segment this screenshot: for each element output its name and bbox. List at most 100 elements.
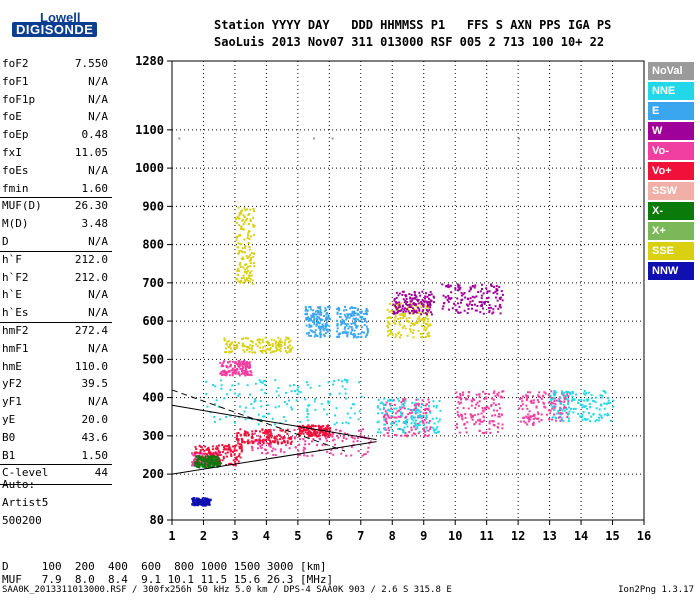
echo-point: [335, 428, 338, 431]
echo-point: [423, 430, 426, 433]
echo-point: [435, 431, 438, 434]
echo-point: [475, 403, 478, 406]
echo-point: [412, 329, 415, 332]
parameter-row: yF1 N/A: [2, 395, 108, 413]
echo-point: [194, 499, 197, 502]
echo-point: [386, 412, 389, 415]
parameter-value: 7.550: [74, 57, 108, 70]
echo-point: [414, 423, 417, 426]
echo-point: [261, 351, 264, 354]
echo-point: [337, 336, 340, 339]
echo-point: [487, 300, 490, 303]
echo-point: [234, 464, 237, 467]
echo-point: [493, 390, 496, 393]
echo-point: [565, 408, 568, 411]
echo-point: [551, 405, 554, 408]
echo-point: [220, 371, 223, 374]
echo-point: [387, 426, 390, 429]
echo-point: [261, 452, 264, 455]
echo-point: [490, 397, 493, 400]
echo-point: [415, 309, 418, 312]
echo-point: [218, 462, 221, 465]
echo-point: [243, 221, 246, 224]
echo-point: [468, 303, 471, 306]
echo-point: [527, 413, 530, 416]
echo-point: [553, 399, 556, 402]
echo-point: [494, 394, 497, 397]
echo-point: [480, 294, 483, 297]
echo-point: [411, 401, 414, 404]
echo-point: [496, 426, 499, 429]
echo-point: [399, 408, 402, 411]
echo-point: [458, 284, 461, 287]
echo-point: [499, 303, 502, 306]
echo-point: [497, 307, 500, 310]
echo-point: [525, 404, 528, 407]
echo-point: [335, 407, 338, 410]
echo-point: [209, 498, 212, 501]
echo-point: [231, 367, 234, 370]
echo-point: [302, 449, 305, 452]
echo-point: [412, 302, 415, 305]
echo-point: [572, 407, 575, 410]
parameter-row: foF1 N/A: [2, 75, 108, 93]
echo-point: [486, 290, 489, 293]
echo-point: [252, 261, 255, 264]
echo-point: [477, 413, 480, 416]
echo-point: [280, 345, 283, 348]
echo-point: [360, 430, 363, 433]
echo-point: [284, 338, 287, 341]
echo-point: [578, 399, 581, 402]
echo-point: [402, 315, 405, 318]
echo-point: [313, 331, 316, 334]
echo-point: [496, 393, 499, 396]
echo-point: [550, 399, 553, 402]
echo-point: [481, 307, 484, 310]
echo-point: [555, 419, 558, 422]
echo-point: [467, 407, 470, 410]
echo-point: [343, 305, 346, 308]
echo-point: [294, 436, 297, 439]
echo-point: [420, 302, 423, 305]
echo-point: [350, 332, 353, 335]
echo-point: [418, 317, 421, 320]
echo-point: [212, 451, 215, 454]
echo-point: [413, 425, 416, 428]
echo-point: [414, 428, 417, 431]
echo-point: [279, 338, 282, 341]
echo-point: [225, 347, 228, 350]
echo-point: [416, 322, 419, 325]
echo-point: [469, 413, 472, 416]
echo-point: [540, 418, 543, 421]
echo-point: [233, 445, 236, 448]
echo-point: [288, 350, 291, 353]
echo-point: [498, 412, 501, 415]
echo-point: [411, 418, 414, 421]
echo-point: [310, 330, 313, 333]
echo-point: [251, 351, 254, 354]
echo-point: [230, 462, 233, 465]
echo-point: [215, 453, 218, 456]
echo-point: [237, 360, 240, 363]
echo-point: [237, 371, 240, 374]
echo-point: [240, 226, 243, 229]
echo-point: [459, 301, 462, 304]
echo-point: [196, 504, 199, 507]
echo-point: [393, 298, 396, 301]
echo-point: [312, 424, 315, 427]
echo-point: [585, 392, 588, 395]
echo-point: [581, 413, 584, 416]
echo-point: [423, 423, 426, 426]
echo-point: [388, 329, 391, 332]
echo-point: [550, 401, 553, 404]
echo-point: [224, 373, 227, 376]
parameter-row: foEp 0.48: [2, 128, 108, 146]
echo-point: [235, 343, 238, 346]
echo-point: [490, 403, 493, 406]
echo-point: [205, 500, 208, 503]
echo-point: [417, 414, 420, 417]
echo-point: [251, 279, 254, 282]
echo-point: [299, 432, 302, 435]
echo-point: [457, 302, 460, 305]
echo-point: [421, 298, 424, 301]
